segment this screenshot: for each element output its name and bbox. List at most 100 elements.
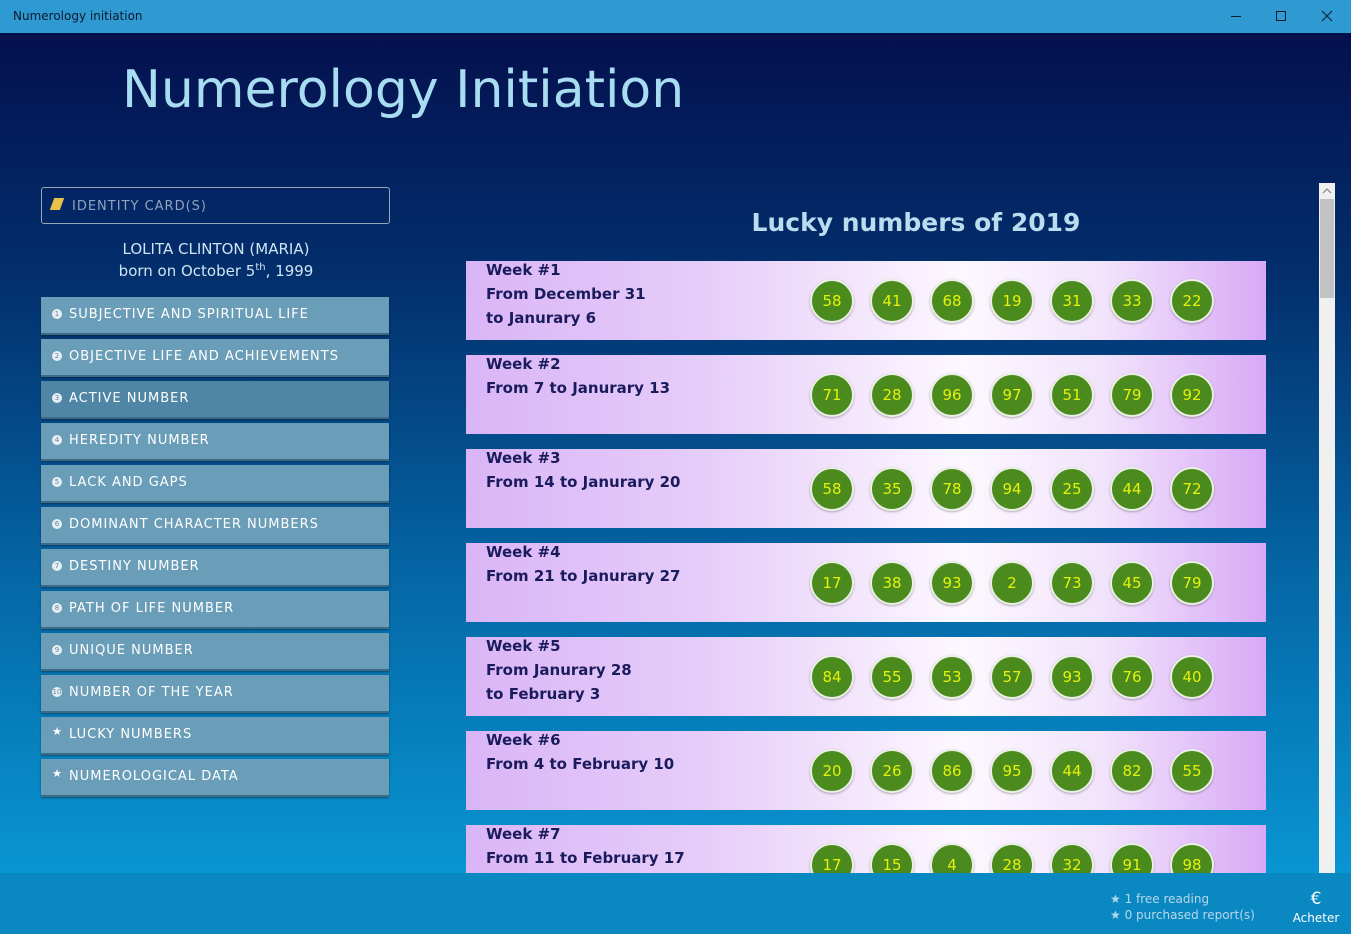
lucky-number: 15 xyxy=(870,843,914,873)
identity-button[interactable]: IDENTITY CARD(S) xyxy=(41,187,390,224)
week-card: Week #2 From 7 to Janurary 13 71 28 96 97 51 79… xyxy=(466,355,1266,434)
lucky-number: 93 xyxy=(930,561,974,605)
lucky-number: 79 xyxy=(1170,561,1214,605)
birth-year: , 1999 xyxy=(265,262,314,280)
menu-button[interactable]: 3 ACTIVE NUMBER xyxy=(41,381,389,419)
lucky-number: 51 xyxy=(1050,373,1094,417)
lucky-number: 44 xyxy=(1110,467,1154,511)
buy-label: Acheter xyxy=(1292,911,1340,925)
menu-button[interactable]: 7 DESTINY NUMBER xyxy=(41,549,389,587)
lucky-number: 79 xyxy=(1110,373,1154,417)
lucky-number: 84 xyxy=(810,655,854,699)
menu-icon: 4 xyxy=(52,435,62,445)
menu-label: OBJECTIVE LIFE AND ACHIEVEMENTS xyxy=(69,349,339,364)
lucky-number: 57 xyxy=(990,655,1034,699)
menu-icon: 5 xyxy=(52,477,62,487)
lucky-number: 41 xyxy=(870,279,914,323)
menu-button[interactable]: ★ LUCKY NUMBERS xyxy=(41,717,389,755)
lucky-number: 72 xyxy=(1170,467,1214,511)
menu-icon: 7 xyxy=(52,561,62,571)
lucky-number: 40 xyxy=(1170,655,1214,699)
menu-button[interactable]: ★ NUMEROLOGICAL DATA xyxy=(41,759,389,797)
lucky-number: 76 xyxy=(1110,655,1154,699)
lucky-number: 53 xyxy=(930,655,974,699)
menu-label: DOMINANT CHARACTER NUMBERS xyxy=(69,517,319,532)
lucky-number: 98 xyxy=(1170,843,1214,873)
week-title: Week #3 xyxy=(486,449,561,467)
menu-button[interactable]: 6 DOMINANT CHARACTER NUMBERS xyxy=(41,507,389,545)
menu-icon: ★ xyxy=(52,767,62,780)
week-dates: From 21 to Janurary 27 xyxy=(486,567,681,585)
buy-icon: € xyxy=(1310,889,1322,909)
menu-button[interactable]: 10 NUMBER OF THE YEAR xyxy=(41,675,389,713)
lucky-number: 55 xyxy=(1170,749,1214,793)
lucky-number: 28 xyxy=(990,843,1034,873)
week-dates: From 4 to February 10 xyxy=(486,755,675,773)
lucky-number: 95 xyxy=(990,749,1034,793)
menu-button[interactable]: 5 LACK AND GAPS xyxy=(41,465,389,503)
lucky-number: 93 xyxy=(1050,655,1094,699)
person-birth: born on October 5th, 1999 xyxy=(41,262,391,280)
menu-button[interactable]: 2 OBJECTIVE LIFE AND ACHIEVEMENTS xyxy=(41,339,389,377)
week-dates: From 11 to February 17 xyxy=(486,849,685,867)
scrollbar[interactable] xyxy=(1319,183,1335,873)
lucky-number: 20 xyxy=(810,749,854,793)
menu-button[interactable]: 9 UNIQUE NUMBER xyxy=(41,633,389,671)
menu-label: LACK AND GAPS xyxy=(69,475,188,490)
lucky-number: 35 xyxy=(870,467,914,511)
maximize-button[interactable] xyxy=(1258,0,1304,33)
lucky-number: 26 xyxy=(870,749,914,793)
menu-label: PATH OF LIFE NUMBER xyxy=(69,601,235,616)
week-card: Week #6 From 4 to February 10 20 26 86 95 44 82… xyxy=(466,731,1266,810)
week-dates: From Janurary 28 xyxy=(486,661,632,679)
menu-icon: 6 xyxy=(52,519,62,529)
lucky-number: 92 xyxy=(1170,373,1214,417)
lucky-number: 4 xyxy=(930,843,974,873)
week-card: Week #1 From December 31 to Janurary 6 58 41… xyxy=(466,261,1266,340)
week-dates: From 7 to Janurary 13 xyxy=(486,379,671,397)
menu-icon: 2 xyxy=(52,351,62,361)
lucky-number: 96 xyxy=(930,373,974,417)
menu-label: NUMEROLOGICAL DATA xyxy=(69,769,239,784)
menu-label: UNIQUE NUMBER xyxy=(69,643,194,658)
week-dates: From 14 to Janurary 20 xyxy=(486,473,681,491)
lucky-number: 82 xyxy=(1110,749,1154,793)
lucky-number: 55 xyxy=(870,655,914,699)
menu-button[interactable]: 8 PATH OF LIFE NUMBER xyxy=(41,591,389,629)
lucky-number: 33 xyxy=(1110,279,1154,323)
week-dates: to Janurary 6 xyxy=(486,309,597,327)
week-card: Week #5 From Janurary 28 to February 3 84 55… xyxy=(466,637,1266,716)
menu-icon: 10 xyxy=(52,687,62,697)
lucky-number: 94 xyxy=(990,467,1034,511)
menu-icon: 1 xyxy=(52,309,62,319)
lucky-number: 17 xyxy=(810,843,854,873)
week-dates: to February 3 xyxy=(486,685,601,703)
menu-button[interactable]: 4 HEREDITY NUMBER xyxy=(41,423,389,461)
week-list: Week #1 From December 31 to Janurary 6 58 41… xyxy=(0,183,1319,873)
buy-button[interactable]: € Acheter xyxy=(1290,889,1342,929)
lucky-number: 31 xyxy=(1050,279,1094,323)
menu-icon: 9 xyxy=(52,645,62,655)
lucky-number: 38 xyxy=(870,561,914,605)
lucky-number: 2 xyxy=(990,561,1034,605)
menu-icon: ★ xyxy=(52,725,62,738)
scroll-thumb[interactable] xyxy=(1320,199,1334,298)
identity-label: IDENTITY CARD(S) xyxy=(72,199,207,214)
lucky-number: 58 xyxy=(810,467,854,511)
free-readings: ★ 1 free reading xyxy=(1110,892,1210,906)
week-title: Week #6 xyxy=(486,731,561,749)
lucky-number: 97 xyxy=(990,373,1034,417)
week-card: Week #7 From 11 to February 17 17 15 4 28 32 91… xyxy=(466,825,1266,873)
title-bar: Numerology initiation xyxy=(0,0,1351,33)
menu-button[interactable]: 1 SUBJECTIVE AND SPIRITUAL LIFE xyxy=(41,297,389,335)
menu-label: LUCKY NUMBERS xyxy=(69,727,193,742)
lucky-number: 22 xyxy=(1170,279,1214,323)
lucky-number: 45 xyxy=(1110,561,1154,605)
birth-suffix: th xyxy=(255,262,266,273)
minimize-button[interactable] xyxy=(1213,0,1259,33)
scroll-up[interactable] xyxy=(1319,183,1335,199)
close-button[interactable] xyxy=(1304,0,1350,33)
week-title: Week #4 xyxy=(486,543,561,561)
lucky-number: 73 xyxy=(1050,561,1094,605)
lucky-number: 68 xyxy=(930,279,974,323)
